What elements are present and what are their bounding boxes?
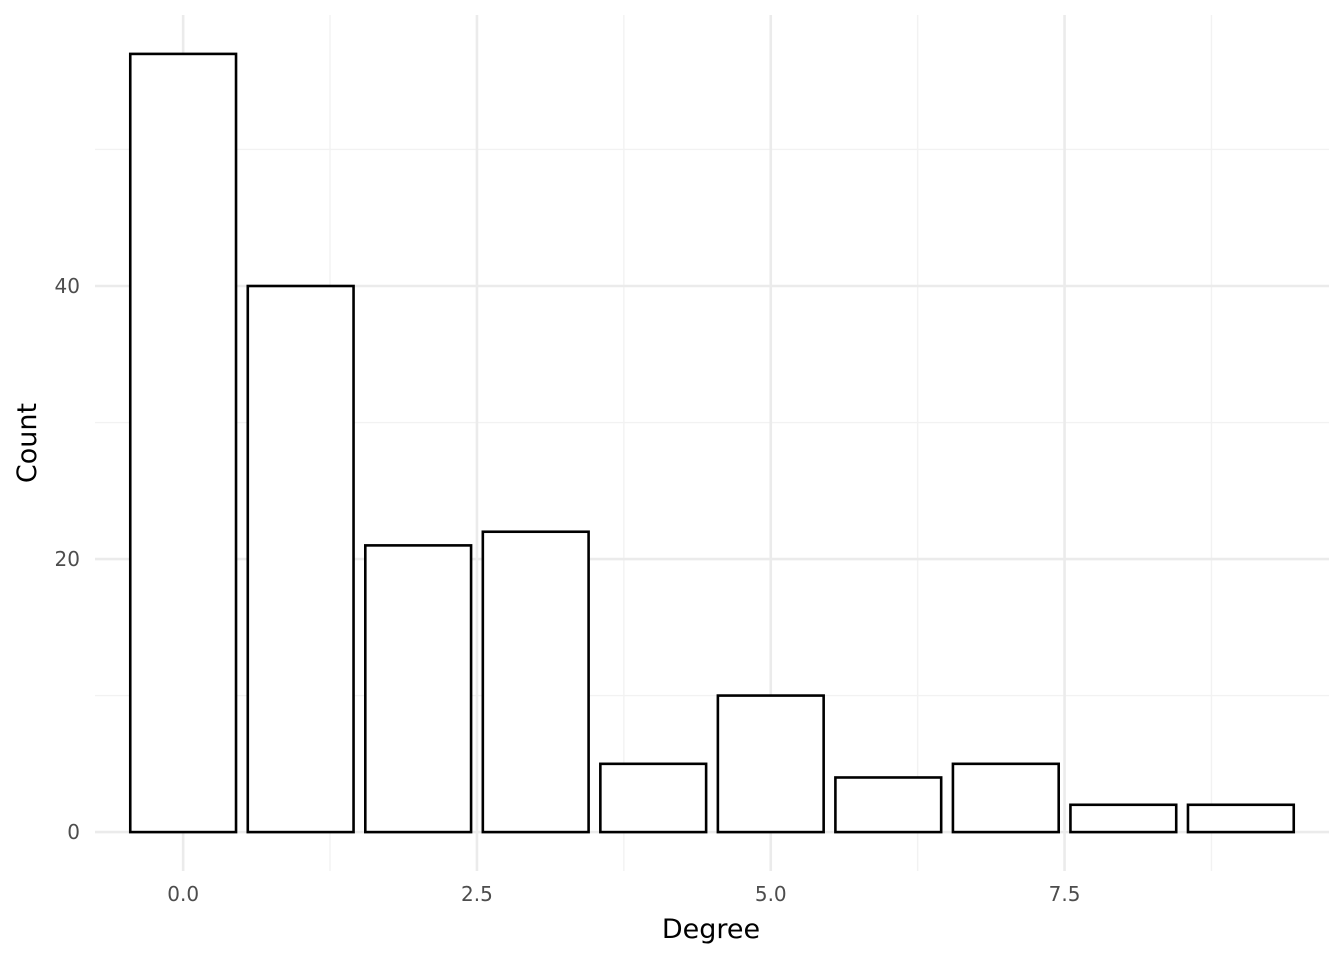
bar-degree-6 — [834, 776, 943, 834]
bar-degree-5 — [716, 694, 825, 834]
bar-degree-0 — [128, 52, 238, 834]
bar-degree-7 — [951, 762, 1060, 834]
bar-degree-3 — [481, 530, 590, 834]
bar-degree-4 — [599, 762, 708, 834]
bars — [128, 52, 1296, 834]
bar-degree-1 — [246, 284, 355, 834]
x-axis-tick-labels: 0.0 2.5 5.0 7.5 — [167, 882, 1080, 906]
x-tick-label: 7.5 — [1049, 882, 1081, 906]
bar-degree-8 — [1069, 803, 1178, 834]
bar-degree-9 — [1186, 803, 1296, 834]
y-tick-label: 40 — [55, 274, 80, 298]
y-axis-tick-labels: 0 20 40 — [55, 274, 80, 844]
x-tick-label: 0.0 — [167, 882, 199, 906]
y-tick-label: 20 — [55, 547, 80, 571]
x-tick-label: 5.0 — [755, 882, 787, 906]
x-tick-label: 2.5 — [461, 882, 493, 906]
y-axis-title: Count — [12, 403, 43, 483]
x-axis-title: Degree — [662, 914, 760, 945]
bar-degree-2 — [364, 544, 473, 834]
y-tick-label: 0 — [67, 820, 80, 844]
